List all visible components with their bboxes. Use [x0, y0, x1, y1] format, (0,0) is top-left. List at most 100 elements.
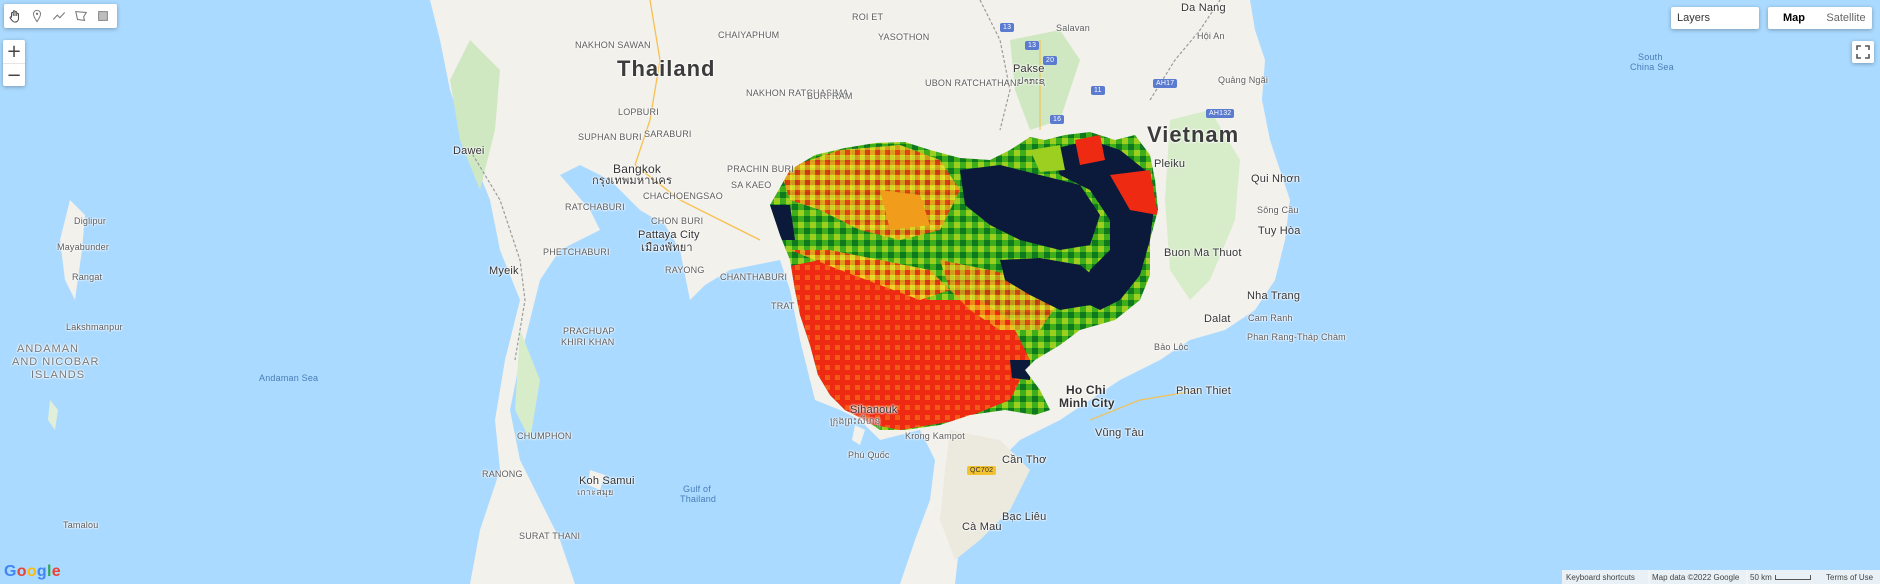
- point-tool-button[interactable]: [26, 4, 48, 28]
- road-shield-ah17: AH17: [1153, 79, 1178, 88]
- label-da-nang: Da Nang: [1181, 2, 1226, 14]
- label-dalat: Dalat: [1204, 313, 1231, 325]
- zoom-control: + −: [3, 40, 25, 86]
- layers-button[interactable]: Layers: [1671, 7, 1759, 29]
- label-song-cau: Sông Cầu: [1257, 205, 1299, 215]
- map-type-map-button[interactable]: Map: [1783, 12, 1805, 24]
- label-ubon: UBON RATCHATHANI: [925, 78, 1020, 88]
- label-chachoengsao: CHACHOENGSAO: [643, 191, 723, 201]
- rectangle-icon: [98, 11, 108, 21]
- label-south-china-sea-2: China Sea: [1630, 62, 1674, 72]
- label-hcmc-line1: Ho Chi: [1066, 383, 1106, 397]
- label-chon-buri: CHON BURI: [651, 216, 704, 226]
- label-vung-tau: Vũng Tàu: [1095, 427, 1145, 439]
- rectangle-tool-button[interactable]: [92, 4, 114, 28]
- label-thailand: Thailand: [617, 56, 716, 81]
- label-pakse: Pakse: [1013, 63, 1045, 75]
- label-sihanouk-km: ក្រុងព្រះសីហនុ: [830, 416, 881, 426]
- label-pattaya: Pattaya City: [638, 229, 700, 241]
- fullscreen-icon: [1856, 45, 1870, 59]
- label-phan-thiet: Phan Thiet: [1176, 385, 1232, 397]
- keyboard-shortcuts-link[interactable]: Keyboard shortcuts: [1562, 570, 1650, 584]
- map-attribution: Map data ©2022 Google: [1648, 570, 1748, 584]
- label-qui-nhon: Qui Nhơn: [1251, 173, 1301, 185]
- layers-label: Layers: [1677, 12, 1711, 24]
- label-rayong: RAYONG: [665, 265, 705, 275]
- drawing-toolbar: [4, 4, 117, 28]
- label-south-china-sea-1: South: [1638, 52, 1663, 62]
- zoom-out-button[interactable]: −: [3, 63, 25, 87]
- label-sihanouk: Sihanouk: [850, 404, 898, 416]
- label-hcmc-line2: Minh City: [1059, 396, 1115, 410]
- scale-line: [1774, 574, 1811, 580]
- label-bao-loc: Bảo Lộc: [1154, 342, 1189, 352]
- label-sa-kaeo: SA KAEO: [731, 180, 772, 190]
- label-phetchaburi: PHETCHABURI: [543, 247, 610, 257]
- map-type-control: Map Satellite: [1768, 7, 1872, 29]
- label-trat: TRAT: [771, 301, 795, 311]
- road-shield-20: 20: [1043, 56, 1058, 65]
- label-cam-ranh: Cam Ranh: [1248, 313, 1293, 323]
- label-pattaya-thai: เมืองพัทยา: [641, 242, 693, 254]
- label-pakse-lao: ປາກເຊ: [1018, 76, 1046, 86]
- label-andaman-2: AND NICOBAR: [12, 356, 100, 368]
- pin-icon: [33, 9, 41, 23]
- label-koh-samui: Koh Samui: [579, 475, 635, 487]
- keyboard-shortcuts-label: Keyboard shortcuts: [1566, 572, 1635, 582]
- label-kampot: Krong Kampot: [905, 431, 965, 441]
- label-gulf-1: Gulf of: [683, 484, 711, 494]
- label-ranong: RANONG: [482, 469, 523, 479]
- label-bangkok-thai: กรุงเทพมหานคร: [592, 175, 673, 187]
- label-tuy-hoa: Tuy Hòa: [1258, 225, 1301, 237]
- polyline-icon: [52, 12, 66, 20]
- zoom-in-button[interactable]: +: [6, 41, 22, 62]
- road-shield-11: 11: [1091, 86, 1105, 95]
- line-tool-button[interactable]: [48, 4, 70, 28]
- label-pleiku: Pleiku: [1154, 158, 1186, 170]
- hand-tool-button[interactable]: [4, 4, 26, 28]
- label-andaman-3: ISLANDS: [31, 369, 86, 381]
- label-yasothon: YASOTHON: [878, 32, 930, 42]
- road-shield-13a: 13: [1000, 23, 1015, 32]
- label-myeik: Myeik: [489, 265, 519, 277]
- label-vietnam: Vietnam: [1147, 122, 1240, 147]
- label-surat-thani: SURAT THANI: [519, 531, 581, 541]
- label-saraburi: SARABURI: [644, 129, 692, 139]
- fullscreen-button[interactable]: [1852, 41, 1874, 63]
- terms-label: Terms of Use: [1826, 572, 1874, 582]
- label-ratchaburi: RATCHABURI: [565, 202, 625, 212]
- label-bangkok: Bangkok: [613, 162, 662, 176]
- label-nakhon-sawan: NAKHON SAWAN: [575, 40, 651, 50]
- label-suphan-buri: SUPHAN BURI: [578, 132, 642, 142]
- label-phan-rang: Phan Rang-Tháp Chàm: [1247, 332, 1346, 342]
- label-buri-ram: BURI RAM: [807, 91, 853, 101]
- label-koh-samui-thai: เกาะสมุย: [577, 487, 614, 497]
- map-type-satellite-button[interactable]: Satellite: [1826, 12, 1866, 24]
- label-buon-ma-thuot: Buon Ma Thuot: [1164, 247, 1242, 259]
- label-quang-ngai: Quảng Ngãi: [1218, 75, 1269, 85]
- label-salavan: Salavan: [1056, 23, 1090, 33]
- label-prachuap-2: KHIRI KHAN: [561, 337, 615, 347]
- polygon-tool-button[interactable]: [70, 4, 92, 28]
- label-rangat: Rangat: [72, 272, 103, 282]
- label-tamalou: Tamalou: [63, 520, 99, 530]
- scale-bar[interactable]: 50 km: [1746, 570, 1822, 584]
- label-chumphon: CHUMPHON: [517, 431, 572, 441]
- label-hoi-an: Hội An: [1197, 31, 1225, 41]
- label-gulf-2: Thailand: [680, 494, 717, 504]
- hand-icon: [9, 10, 19, 23]
- label-chaiyaphum: CHAIYAPHUM: [718, 30, 780, 40]
- terms-link[interactable]: Terms of Use: [1822, 570, 1880, 584]
- label-nakhon-ratchasima: NAKHON RATCHASIMA: [746, 88, 849, 98]
- google-logo: Google: [4, 563, 61, 580]
- road-shield-13b: 13: [1025, 41, 1040, 50]
- label-diglipur: Diglipur: [74, 216, 107, 226]
- label-phu-quoc: Phú Quốc: [848, 450, 890, 460]
- label-dawei: Dawei: [453, 145, 485, 157]
- label-chanthaburi: CHANTHABURI: [720, 272, 788, 282]
- label-andaman-1: ANDAMAN: [17, 343, 80, 355]
- road-shield-16: 16: [1050, 115, 1065, 124]
- label-lopburi: LOPBURI: [618, 107, 659, 117]
